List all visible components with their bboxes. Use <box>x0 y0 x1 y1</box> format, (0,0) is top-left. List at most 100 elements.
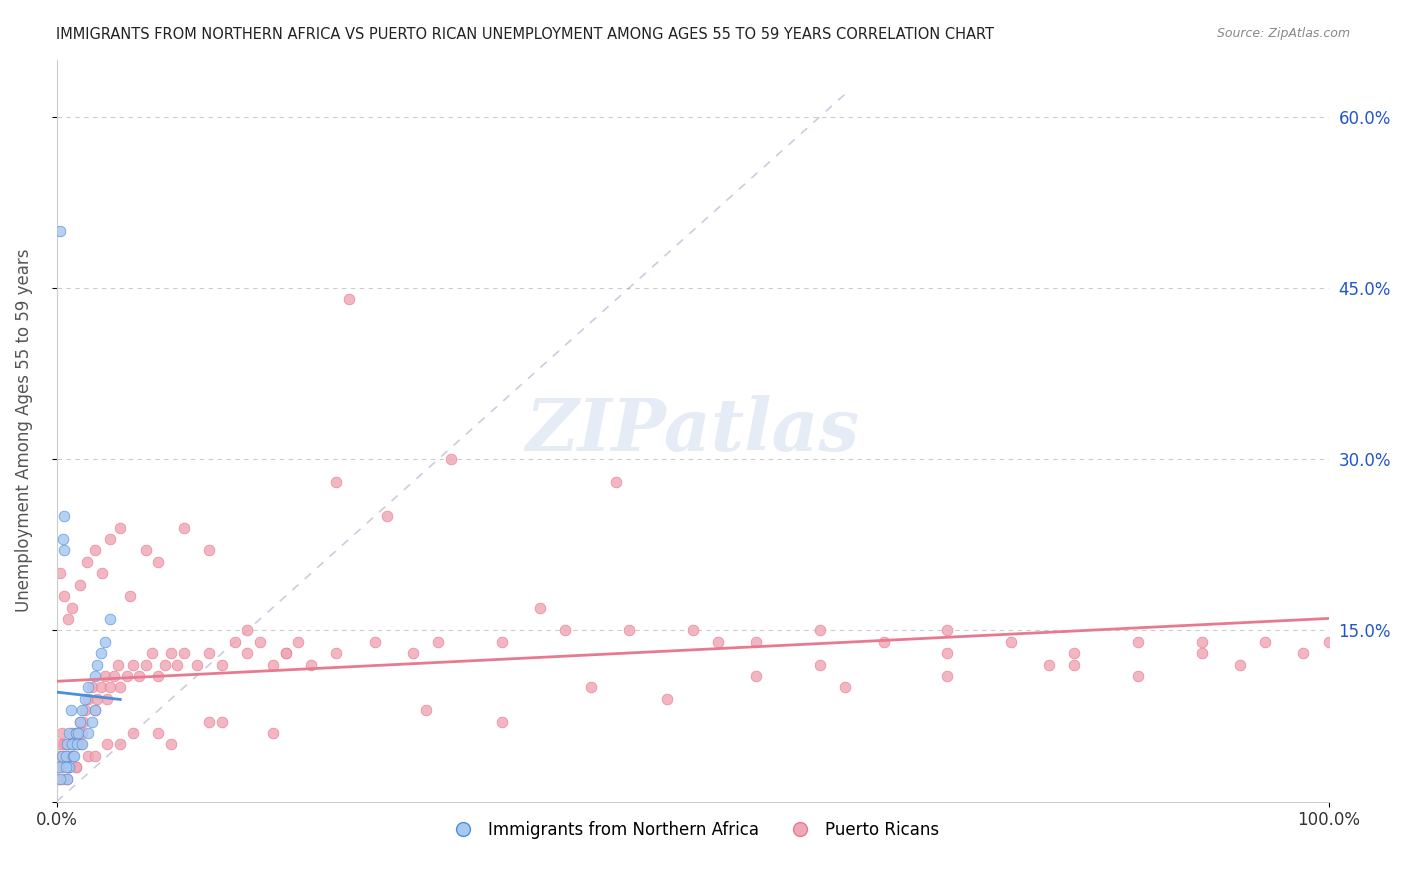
Point <box>56 760 79 774</box>
Point <box>98 681 121 695</box>
Point <box>122 726 145 740</box>
Point <box>98 532 121 546</box>
Point <box>94 669 117 683</box>
Point <box>377 509 399 524</box>
Point <box>72 714 94 729</box>
Point <box>402 646 425 660</box>
Point <box>110 738 132 752</box>
Point <box>1063 657 1085 672</box>
Point <box>69 714 91 729</box>
Point <box>415 703 437 717</box>
Point <box>59 738 82 752</box>
Point <box>173 520 195 534</box>
Point <box>70 703 93 717</box>
Point <box>86 657 108 672</box>
Point <box>65 760 87 774</box>
Point <box>48 772 70 786</box>
Point <box>440 452 463 467</box>
Point <box>62 748 84 763</box>
Point <box>58 726 80 740</box>
Point <box>363 634 385 648</box>
Point <box>86 691 108 706</box>
Point <box>51 748 73 763</box>
Point <box>77 691 100 706</box>
Point <box>53 589 76 603</box>
Point <box>90 681 112 695</box>
Point <box>55 760 77 774</box>
Point <box>60 738 83 752</box>
Point <box>53 543 76 558</box>
Point <box>141 646 163 660</box>
Point <box>1126 669 1149 683</box>
Point <box>55 748 77 763</box>
Point <box>274 646 297 660</box>
Text: IMMIGRANTS FROM NORTHERN AFRICA VS PUERTO RICAN UNEMPLOYMENT AMONG AGES 55 TO 59: IMMIGRANTS FROM NORTHERN AFRICA VS PUERT… <box>56 27 994 42</box>
Point <box>83 748 105 763</box>
Point <box>52 532 75 546</box>
Point <box>62 748 84 763</box>
Point <box>103 669 125 683</box>
Point <box>56 738 79 752</box>
Point <box>66 738 89 752</box>
Point <box>834 681 856 695</box>
Point <box>48 748 70 763</box>
Point <box>69 714 91 729</box>
Point <box>70 738 93 752</box>
Point <box>83 669 105 683</box>
Point <box>56 612 79 626</box>
Point <box>49 772 72 786</box>
Point <box>69 577 91 591</box>
Point <box>325 646 347 660</box>
Point <box>96 738 118 752</box>
Point <box>1229 657 1251 672</box>
Point <box>55 748 77 763</box>
Point <box>65 726 87 740</box>
Point <box>682 624 704 638</box>
Point <box>236 624 259 638</box>
Point <box>166 657 188 672</box>
Point <box>936 669 959 683</box>
Point <box>122 657 145 672</box>
Point <box>56 738 79 752</box>
Point <box>49 738 72 752</box>
Point <box>56 772 79 786</box>
Point <box>262 726 284 740</box>
Point <box>135 543 157 558</box>
Point <box>53 509 76 524</box>
Point <box>63 738 86 752</box>
Point <box>274 646 297 660</box>
Point <box>872 634 894 648</box>
Point <box>605 475 627 489</box>
Point <box>60 726 83 740</box>
Point <box>53 738 76 752</box>
Point <box>83 703 105 717</box>
Point <box>49 224 72 238</box>
Point <box>1038 657 1060 672</box>
Point <box>287 634 309 648</box>
Point <box>808 624 831 638</box>
Point <box>110 681 132 695</box>
Point <box>52 772 75 786</box>
Point <box>48 760 70 774</box>
Point <box>198 646 221 660</box>
Point <box>1191 634 1213 648</box>
Point <box>1254 634 1277 648</box>
Point <box>52 760 75 774</box>
Point <box>96 691 118 706</box>
Point <box>82 681 104 695</box>
Point <box>63 748 86 763</box>
Point <box>745 634 768 648</box>
Point <box>299 657 322 672</box>
Y-axis label: Unemployment Among Ages 55 to 59 years: Unemployment Among Ages 55 to 59 years <box>15 249 32 612</box>
Point <box>70 726 93 740</box>
Point <box>148 669 170 683</box>
Point <box>115 669 138 683</box>
Point <box>56 772 79 786</box>
Point <box>110 520 132 534</box>
Point <box>491 634 513 648</box>
Point <box>77 748 100 763</box>
Point <box>65 760 87 774</box>
Point <box>1292 646 1315 660</box>
Point <box>1317 634 1340 648</box>
Point <box>936 646 959 660</box>
